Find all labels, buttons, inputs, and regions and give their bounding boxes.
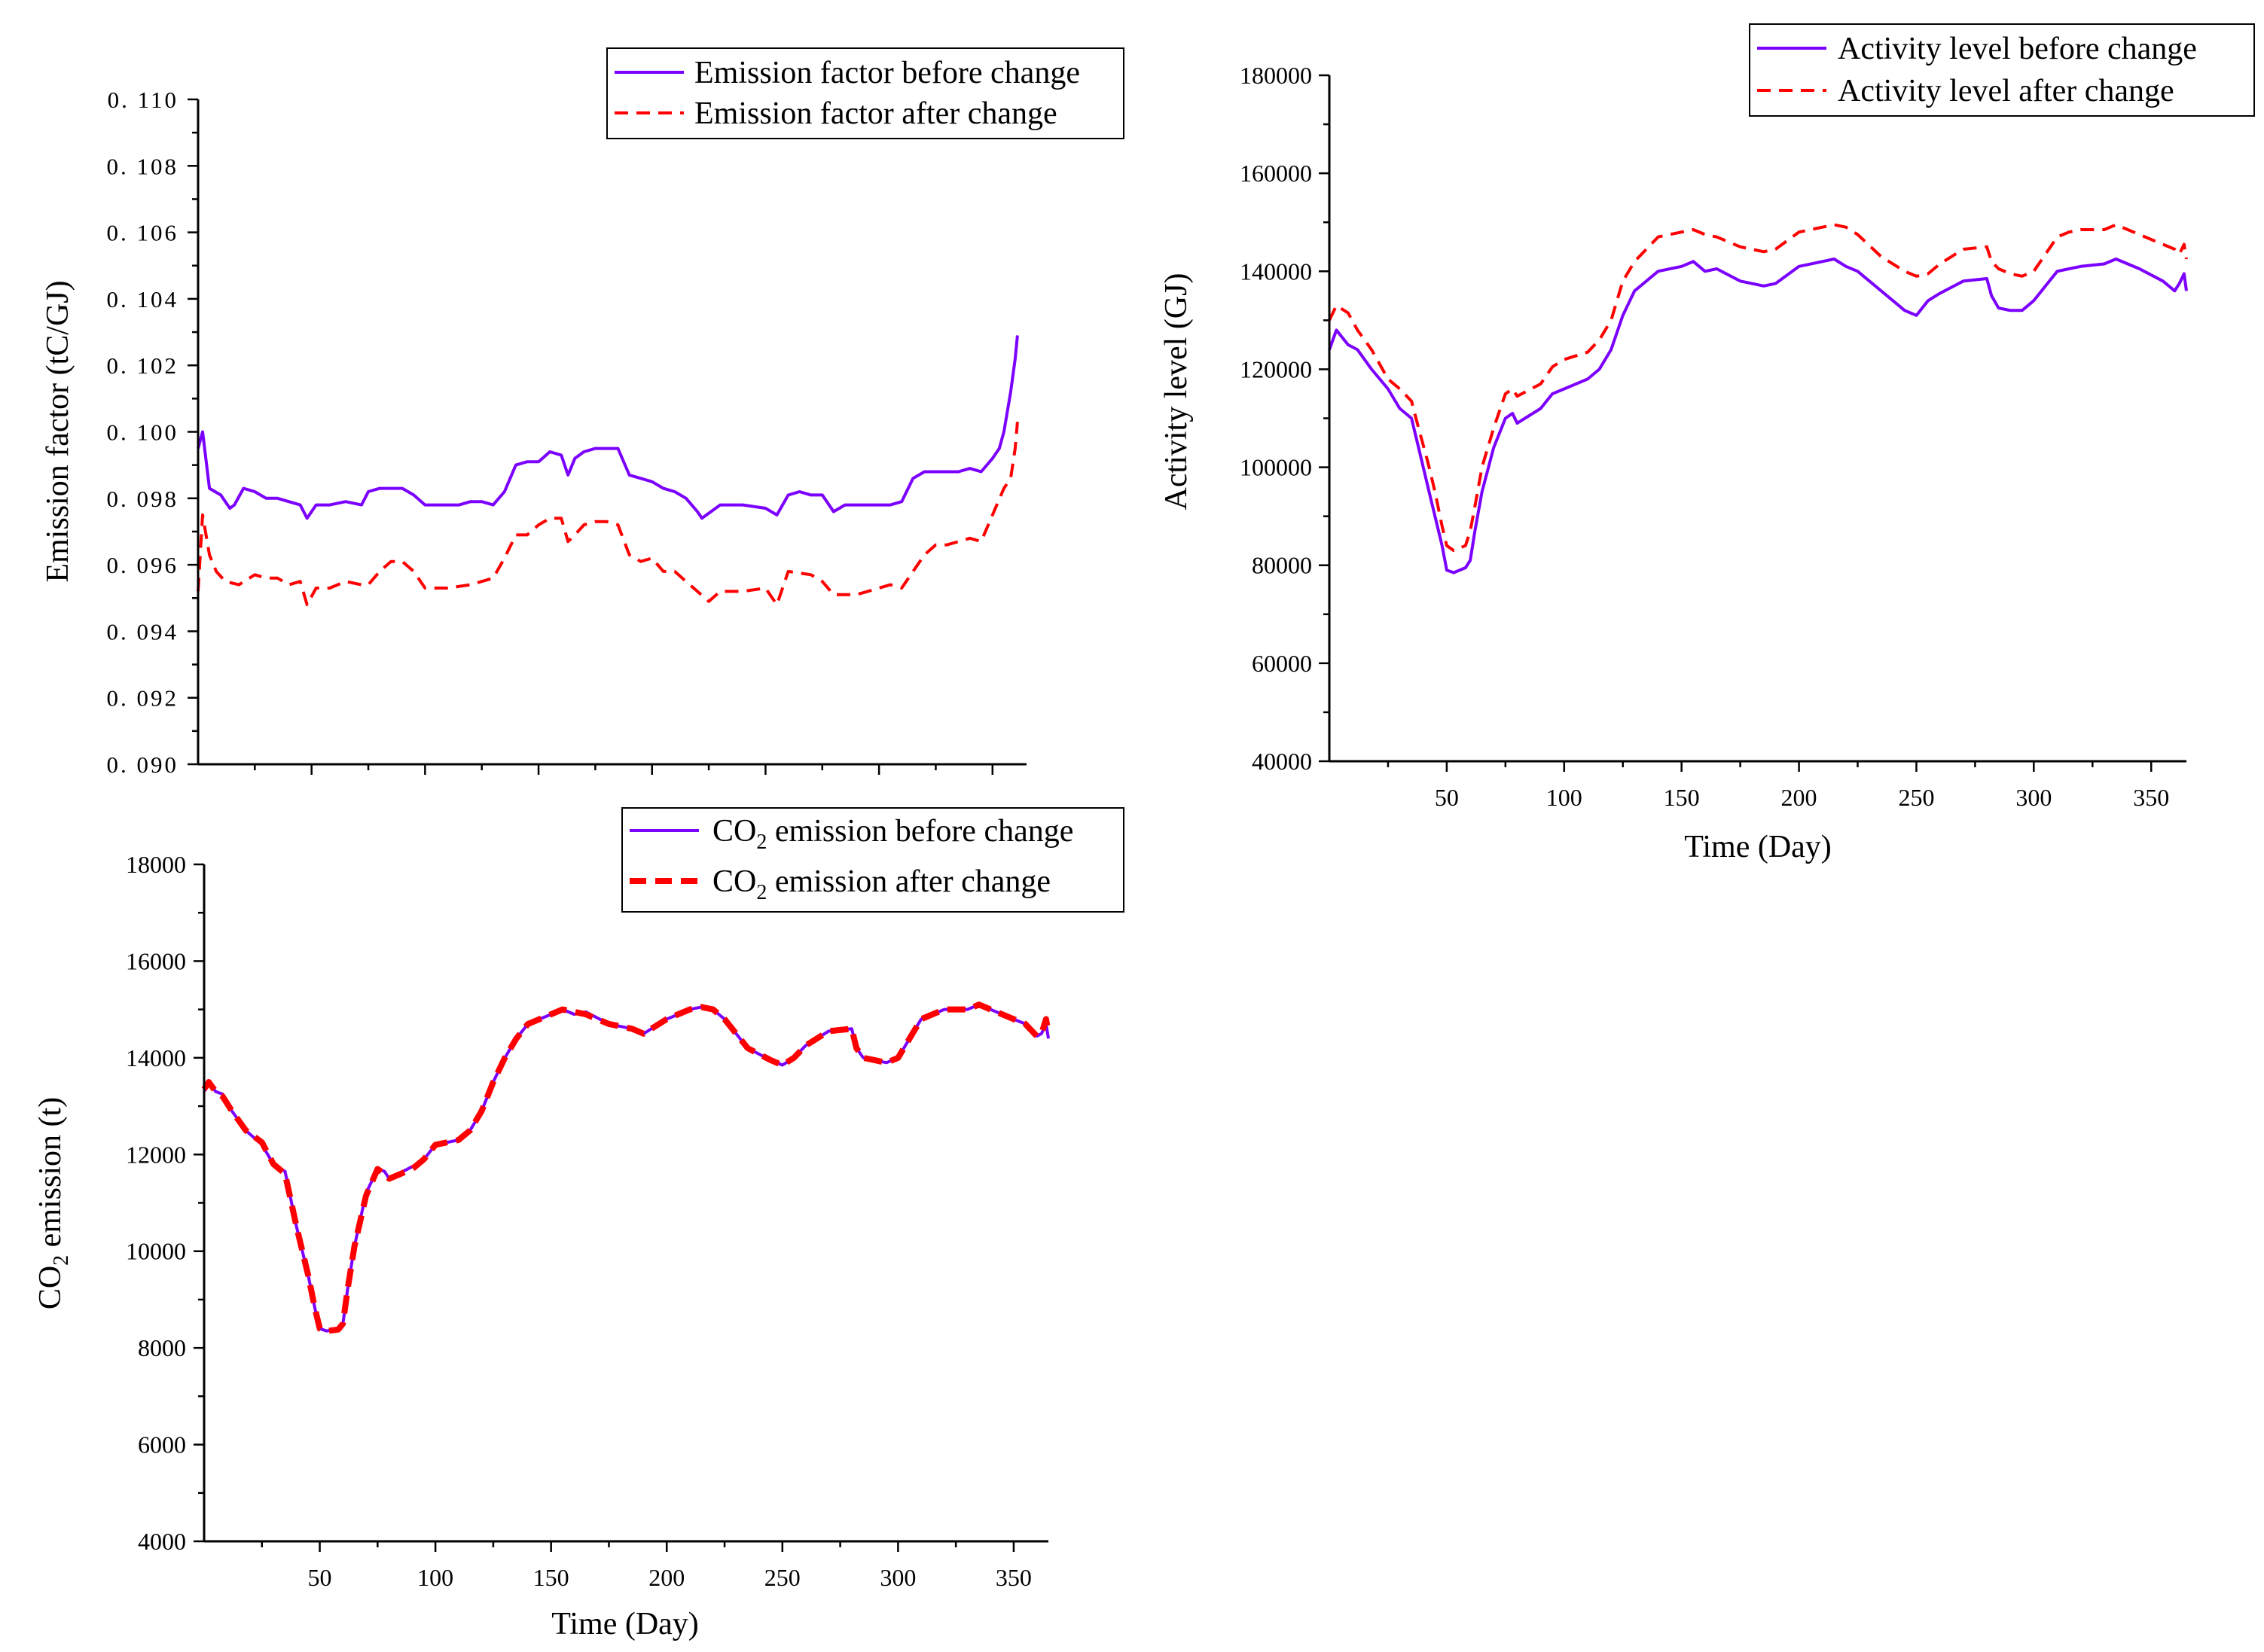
legend-rest-after: emission after change: [767, 864, 1051, 899]
legend-label-after: Activity level after change: [1838, 74, 2174, 108]
legend-label-before: Emission factor before change: [694, 56, 1080, 90]
co2-emission-y-tick-label: 14000: [126, 1044, 186, 1071]
co2-emission-legend: CO2 emission before change CO2 emission …: [621, 807, 1124, 913]
co2-emission-y-tick-label: 16000: [126, 947, 186, 974]
co2-emission-y-tick-label: 8000: [138, 1334, 186, 1361]
activity-level-series-lines: [1328, 223, 2188, 575]
co2-emission-y-tick-label: 12000: [126, 1141, 186, 1168]
co2-emission-y-tick-label: 10000: [126, 1238, 186, 1265]
co2-emission-chart: 4000 6000 8000 10000 12000 14000 16000 18000 50…: [33, 807, 1124, 1641]
legend-co-before: CO: [712, 814, 756, 849]
activity-level-x-title: Time (Day): [1684, 830, 1832, 864]
legend-label-before: CO2 emission before change: [712, 814, 1073, 854]
legend-label-before: Activity level before change: [1838, 32, 2197, 66]
legend-sub-after: 2: [756, 881, 767, 904]
co2-emission-x-tick-label: 300: [880, 1564, 916, 1591]
co2-emission-y-title: CO2 emission (t): [33, 1097, 73, 1309]
co2-emission-series-lines: [201, 1001, 1051, 1334]
activity-level-x-tick-label: 200: [1781, 784, 1817, 811]
emission-factor-y-tick-label: 0. 102: [107, 352, 179, 379]
legend-label-after: Emission factor after change: [694, 96, 1057, 131]
activity-level-x-tick-label: 300: [2015, 784, 2052, 811]
emission-factor-legend: Emission factor before change Emission f…: [606, 47, 1124, 139]
emission-factor-series-after: [197, 422, 1019, 607]
activity-level-y-tick-label: 40000: [1252, 748, 1312, 775]
emission-factor-xlabel-mask: [188, 783, 1054, 809]
legend-sub-before: 2: [756, 831, 767, 854]
activity-level-x-tick-label: 350: [2133, 784, 2169, 811]
emission-factor-series-lines: [197, 335, 1019, 607]
legend-label-after: CO2 emission after change: [712, 864, 1051, 904]
emission-factor-legend-box: [606, 47, 1124, 139]
activity-level-series-before: [1328, 258, 2188, 575]
co2-emission-x-tick-label: 150: [533, 1564, 569, 1591]
activity-level-legend-box: [1749, 23, 2255, 117]
co2-emission-y-tick-label: 4000: [138, 1528, 186, 1555]
legend-co-after: CO: [712, 864, 756, 899]
co2-emission-legend-box: [621, 807, 1124, 913]
activity-level-y-tick-label: 120000: [1240, 355, 1312, 383]
co2-emission-x-tick-label: 200: [648, 1564, 685, 1591]
activity-level-chart: 40000 60000 80000 100000 120000 140000 160000 1…: [1159, 23, 2255, 864]
activity-level-y-title: Activity level (GJ): [1159, 273, 1194, 511]
activity-level-y-tick-label: 180000: [1240, 62, 1312, 89]
co2-emission-y-tick-label: 6000: [138, 1431, 186, 1458]
co2-emission-x-ticks: 50 100 150 200 250 300 350: [261, 1541, 1032, 1591]
emission-factor-y-tick-label: 0. 108: [107, 153, 179, 179]
co2-emission-x-tick-label: 350: [996, 1564, 1032, 1591]
activity-level-series-after: [1328, 223, 2188, 553]
activity-level-x-tick-label: 100: [1546, 784, 1582, 811]
co2-emission-series-after: [201, 1001, 1051, 1334]
co2-ylabel-rest: emission (t): [33, 1097, 68, 1255]
co2-emission-x-title: Time (Day): [551, 1607, 699, 1641]
emission-factor-y-ticks: 0. 090 0. 092 0. 094 0. 096 0. 098 0. 100 0. 1…: [107, 87, 198, 778]
emission-factor-y-tick-label: 0. 092: [107, 685, 179, 712]
co2-ylabel-sub: 2: [50, 1255, 73, 1266]
activity-level-x-ticks: 50 100 150 200 250 300 350: [1387, 761, 2169, 811]
emission-factor-y-tick-label: 0. 094: [107, 618, 179, 645]
co2-ylabel-co: CO: [33, 1266, 68, 1309]
co2-emission-x-tick-label: 250: [764, 1564, 801, 1591]
co2-emission-x-tick-label: 50: [308, 1564, 332, 1591]
activity-level-x-tick-label: 150: [1664, 784, 1700, 811]
emission-factor-y-tick-label: 0. 096: [107, 552, 179, 578]
emission-factor-y-tick-label: 0. 100: [107, 419, 179, 446]
emission-factor-y-tick-label: 0. 090: [107, 751, 179, 778]
co2-emission-y-ticks: 4000 6000 8000 10000 12000 14000 16000 18000: [126, 851, 204, 1555]
activity-level-y-tick-label: 160000: [1240, 160, 1312, 187]
co2-emission-series-before: [203, 1003, 1050, 1333]
legend-rest-before: emission before change: [767, 814, 1073, 849]
activity-level-y-tick-label: 60000: [1252, 650, 1312, 677]
emission-factor-y-title: Emission factor (tC/GJ): [41, 280, 75, 582]
emission-factor-series-before: [197, 335, 1019, 520]
activity-level-x-tick-label: 50: [1435, 784, 1459, 811]
emission-factor-y-tick-label: 0. 106: [107, 220, 179, 246]
activity-level-y-ticks: 40000 60000 80000 100000 120000 140000 160000 1…: [1240, 62, 1329, 775]
activity-level-y-tick-label: 80000: [1252, 552, 1312, 579]
emission-factor-y-tick-label: 0. 098: [107, 486, 179, 512]
co2-emission-x-tick-label: 100: [417, 1564, 453, 1591]
activity-level-y-tick-label: 100000: [1240, 454, 1312, 481]
activity-level-x-tick-label: 250: [1898, 784, 1934, 811]
emission-factor-chart: 0. 090 0. 092 0. 094 0. 096 0. 098 0. 100 0. 1…: [41, 47, 1124, 811]
activity-level-legend: Activity level before change Activity le…: [1749, 23, 2255, 117]
emission-factor-y-tick-label: 0. 104: [107, 286, 179, 312]
co2-emission-y-tick-label: 18000: [126, 851, 186, 878]
activity-level-y-tick-label: 140000: [1240, 258, 1312, 285]
emission-factor-y-tick-label: 0. 110: [108, 87, 178, 113]
